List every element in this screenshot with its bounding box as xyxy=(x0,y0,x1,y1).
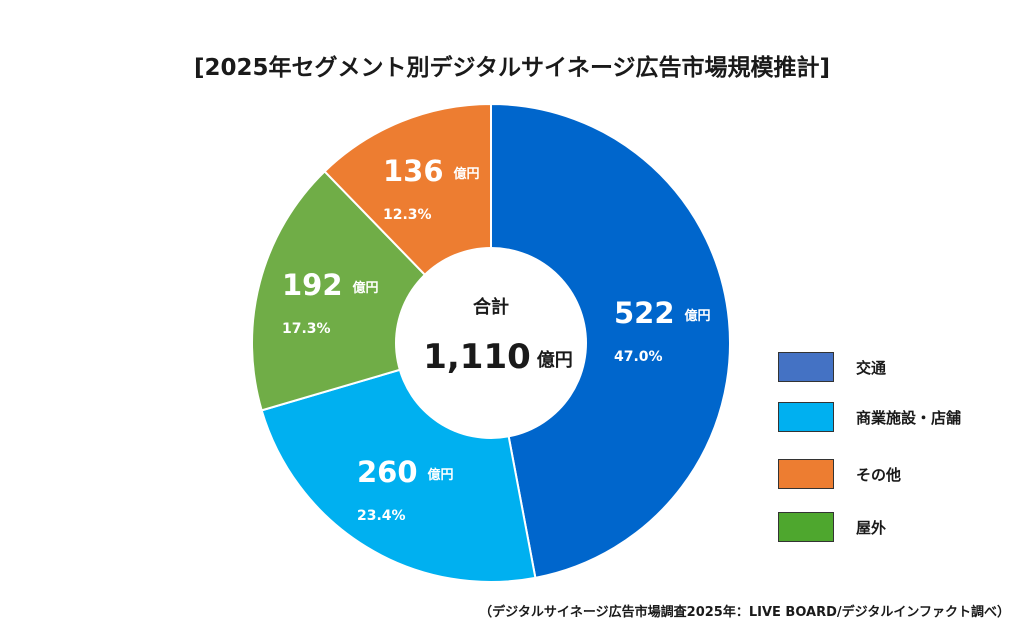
legend-label: その他 xyxy=(856,466,902,484)
source-note: （デジタルサイネージ広告市場調査2025年：LIVE BOARD/デジタルインフ… xyxy=(479,605,1010,620)
legend-label: 交通 xyxy=(856,359,887,377)
center-label: 合計 xyxy=(473,296,509,318)
slice-unit-label: 億円 xyxy=(428,467,454,483)
legend-swatch xyxy=(778,402,834,432)
legend-item: 屋外 xyxy=(778,512,1018,546)
legend-item: 交通 xyxy=(778,352,1018,386)
legend-swatch xyxy=(778,352,834,382)
slice-value-label: 136 xyxy=(383,154,444,188)
donut-hole xyxy=(395,247,587,439)
center-unit: 億円 xyxy=(537,349,573,371)
slice-percent-label: 23.4% xyxy=(357,508,406,524)
legend-swatch xyxy=(778,459,834,489)
slice-value-label: 192 xyxy=(282,268,343,302)
chart-title: [2025年セグメント別デジタルサイネージ広告市場規模推計] xyxy=(193,55,831,81)
legend-item: 商業施設・店舗 xyxy=(778,402,1018,436)
slice-percent-label: 17.3% xyxy=(282,321,331,337)
center-total: 1,110 xyxy=(423,337,531,377)
slice-unit-label: 億円 xyxy=(353,280,379,296)
slice-value-label: 522 xyxy=(614,296,675,330)
legend-swatch xyxy=(778,512,834,542)
slice-value-label: 260 xyxy=(357,455,418,489)
legend-label: 商業施設・店舗 xyxy=(856,409,962,427)
slice-unit-label: 億円 xyxy=(685,308,711,324)
slice-unit-label: 億円 xyxy=(454,166,480,182)
slice-percent-label: 12.3% xyxy=(383,207,432,223)
slice-percent-label: 47.0% xyxy=(614,349,663,365)
legend-item: その他 xyxy=(778,459,1018,493)
legend-label: 屋外 xyxy=(856,519,887,537)
slice-1 xyxy=(490,102,731,580)
